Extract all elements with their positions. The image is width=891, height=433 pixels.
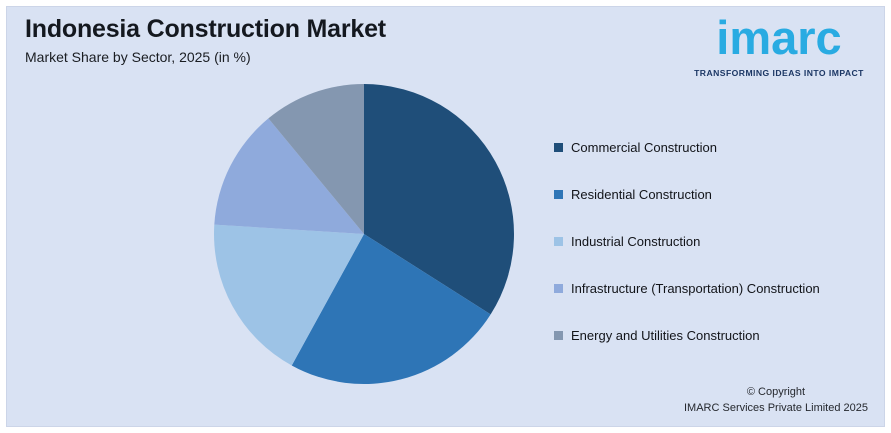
copyright-line1: © Copyright [746,386,806,399]
pie-slice-4 [268,84,364,234]
page-subtitle: Market Share by Sector, 2025 (in %) [25,48,251,65]
imarc-tagline: TRANSFORMING IDEAS INTO IMPACT [694,67,864,78]
pie-chart-svg [214,84,514,385]
page-title: Indonesia Construction Market [25,15,386,43]
legend-swatch-icon [554,189,563,199]
legend-label: Infrastructure (Transportation) Construc… [571,280,820,296]
header: Indonesia Construction Market Market Sha… [25,15,386,65]
legend-item: Residential Construction [554,186,820,202]
imarc-wordmark: imarc [716,11,842,64]
legend-item: Commercial Construction [554,139,820,155]
legend-swatch-icon [554,283,563,293]
pie-slice-1 [291,234,491,385]
chart-legend: Commercial Construction Residential Cons… [554,140,820,375]
legend-item: Industrial Construction [554,233,820,249]
legend-swatch-icon [554,236,563,246]
copyright-notice: © Copyright IMARC Services Private Limit… [684,385,868,416]
pie-slice-3 [214,118,364,234]
imarc-logo: imarc TRANSFORMING IDEAS INTO IMPACT [684,9,874,78]
chart-card: Indonesia Construction Market Market Sha… [6,6,885,427]
pie-chart [213,83,515,385]
legend-label: Commercial Construction [571,139,717,155]
legend-item: Infrastructure (Transportation) Construc… [554,280,820,296]
legend-swatch-icon [554,330,563,340]
pie-slice-2 [214,224,364,366]
legend-swatch-icon [554,142,563,152]
legend-item: Energy and Utilities Construction [554,327,820,343]
copyright-line2: IMARC Services Private Limited 2025 [683,401,868,414]
legend-label: Residential Construction [571,186,712,202]
legend-label: Energy and Utilities Construction [571,327,760,343]
pie-slice-0 [364,84,514,315]
legend-label: Industrial Construction [571,233,701,249]
